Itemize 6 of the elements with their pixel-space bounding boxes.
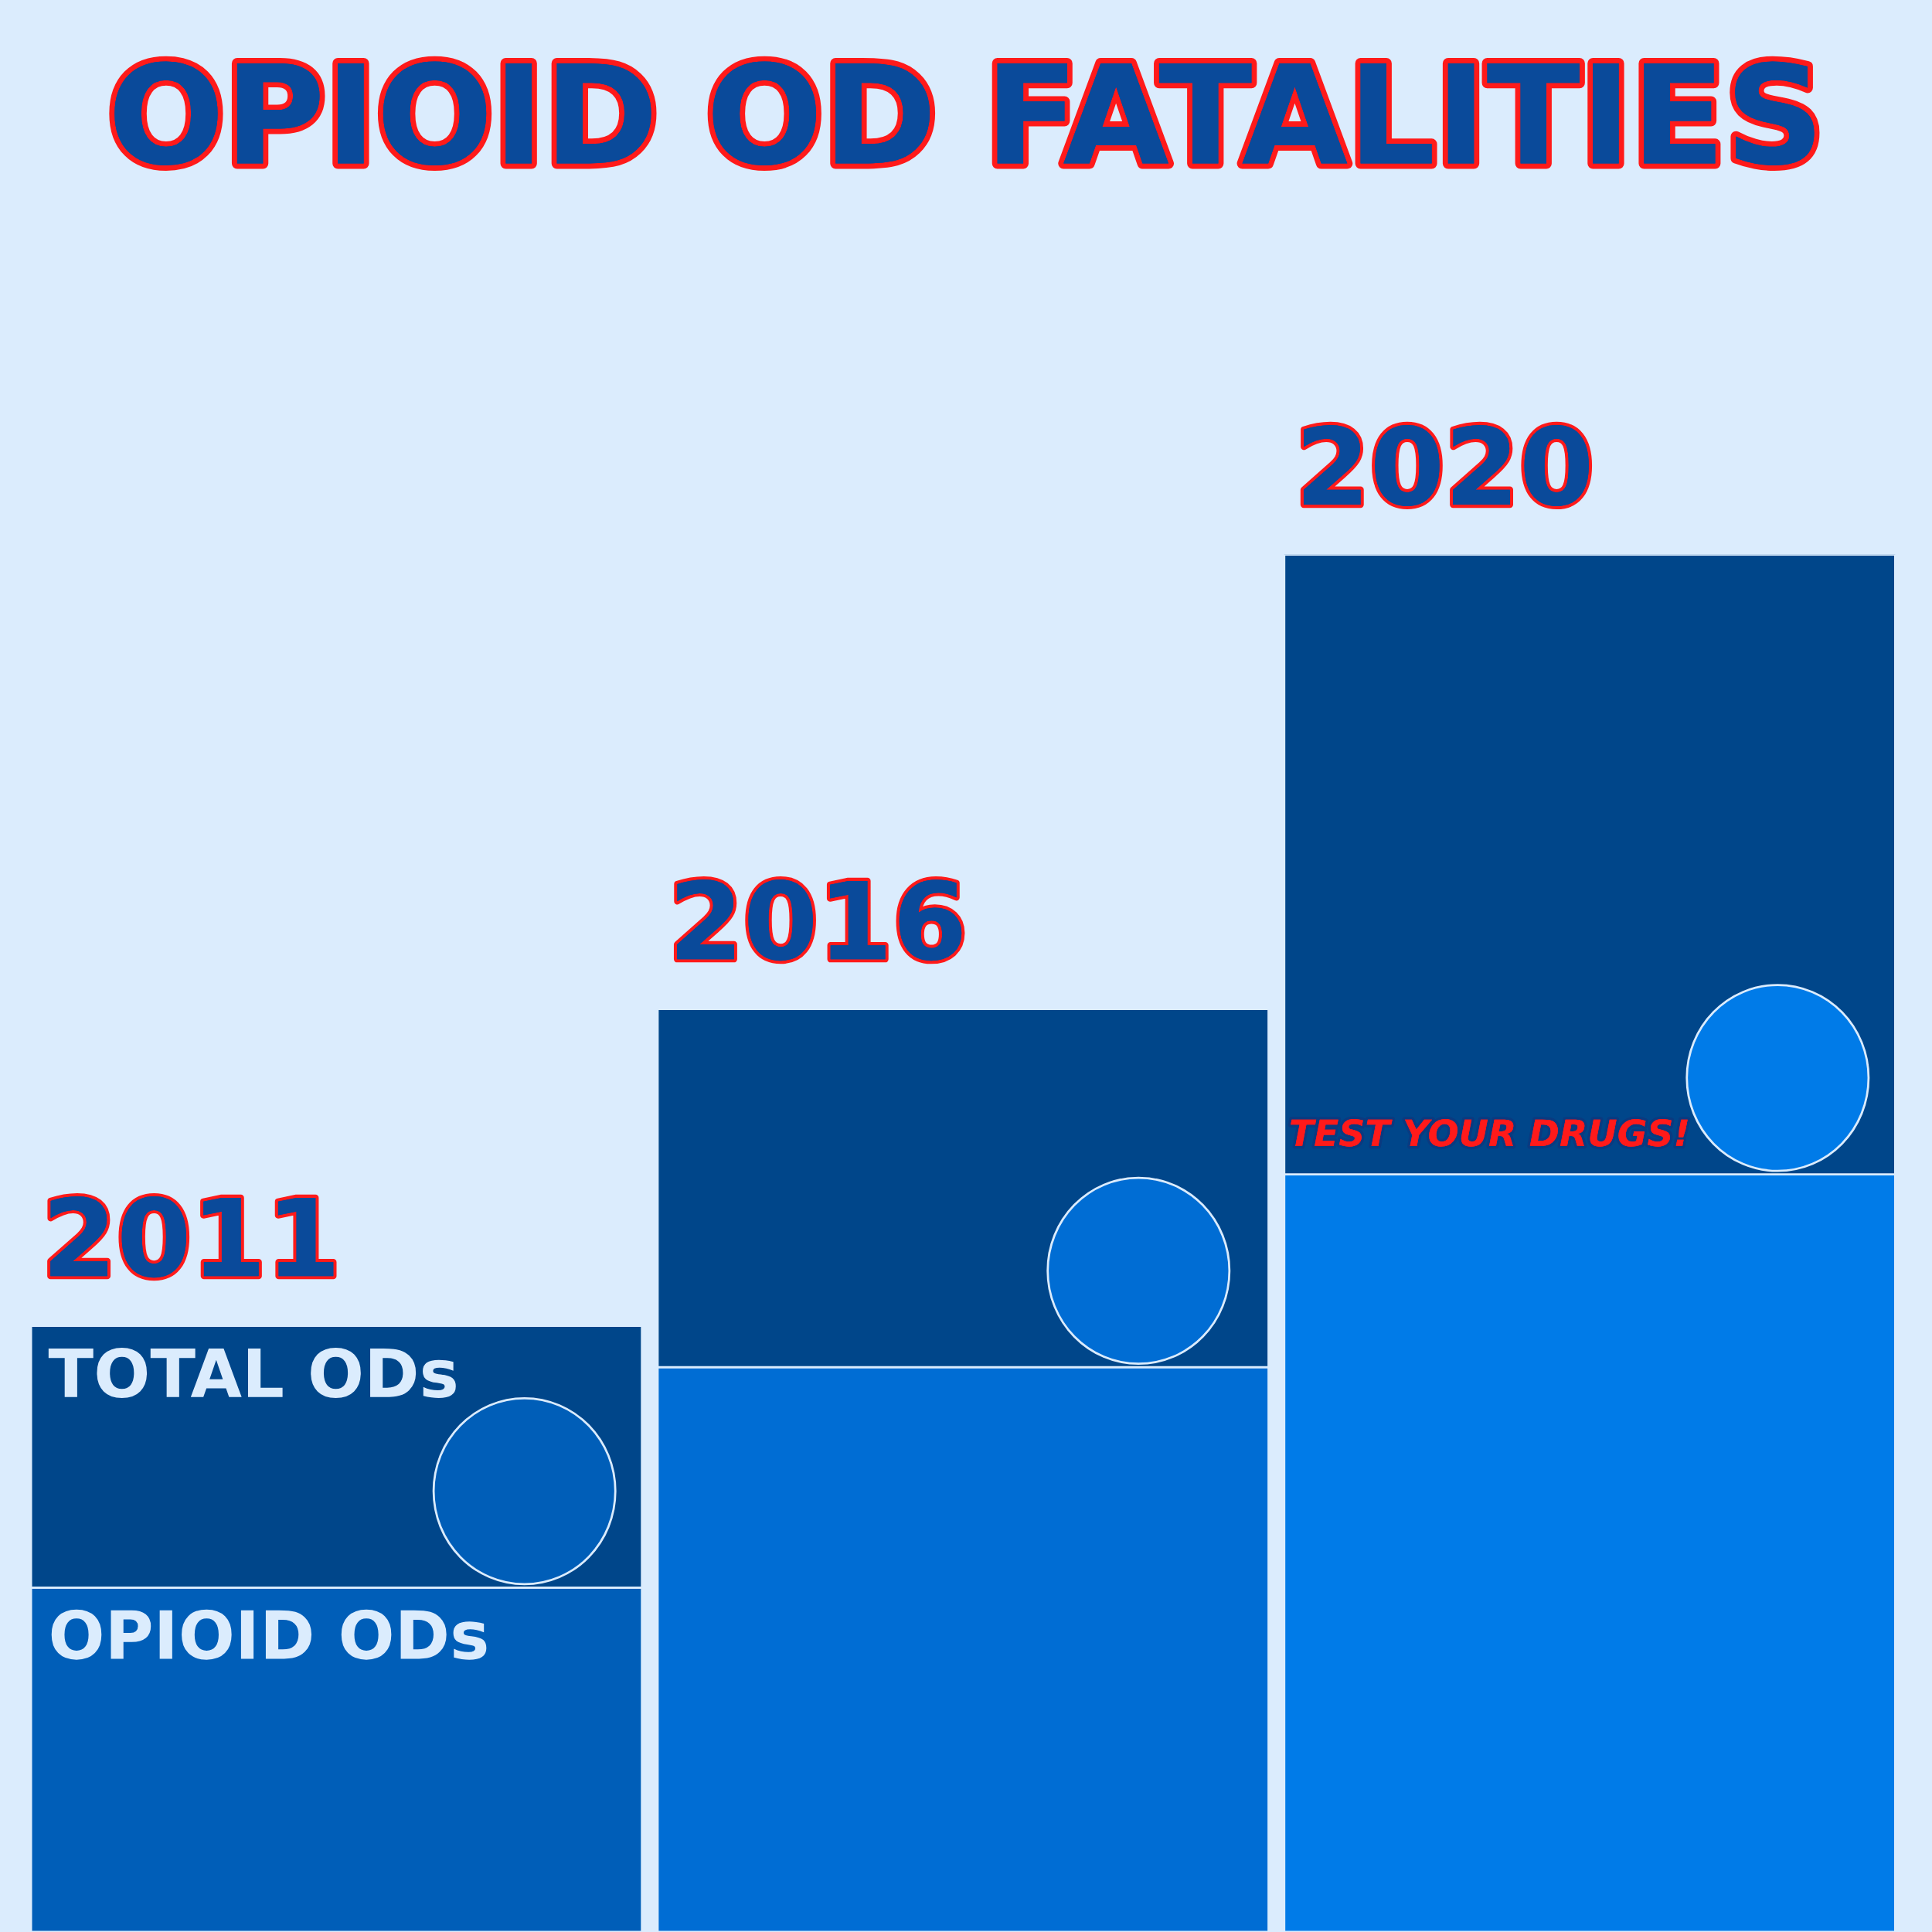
annotation: TEST YOUR DRUGS! [1291,1119,1688,1147]
series-label: TOTAL ODs [48,1347,456,1399]
series-label: OPIOID ODs [51,1609,487,1660]
x-tick-label: 2011 [50,1196,334,1278]
x-tick-label: 2020 [1303,424,1589,506]
x-tick-label: 2016 [677,879,962,961]
